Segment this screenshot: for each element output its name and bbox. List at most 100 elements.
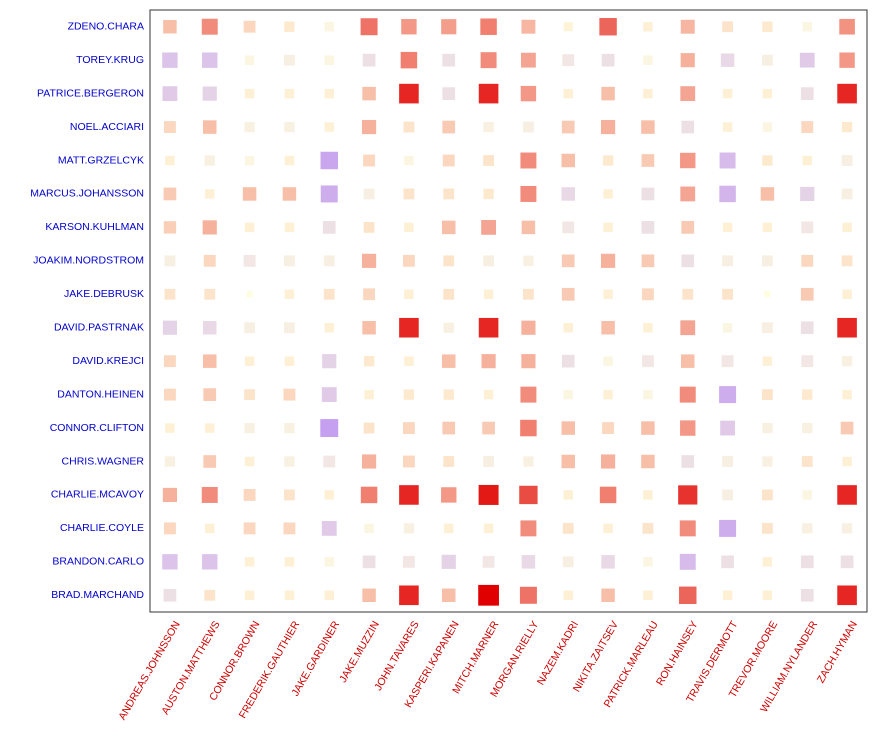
heatmap-tile xyxy=(643,55,653,65)
heatmap-tile xyxy=(563,389,573,400)
heatmap-tile xyxy=(841,356,853,367)
heatmap-tile xyxy=(202,554,218,570)
heatmap-tile xyxy=(603,289,613,300)
heatmap-tile xyxy=(802,389,813,400)
y-tick-label: CHARLIE.MCAVOY xyxy=(51,489,144,501)
heatmap-tile xyxy=(719,519,737,537)
heatmap-tile xyxy=(561,120,575,134)
heatmap-tile xyxy=(282,187,297,201)
heatmap-tile xyxy=(603,356,613,366)
heatmap-tile xyxy=(244,456,255,467)
heatmap-tile xyxy=(322,354,337,369)
heatmap-tile xyxy=(682,288,694,300)
heatmap-tile xyxy=(164,255,176,267)
heatmap-tile xyxy=(442,87,456,100)
heatmap-tile xyxy=(800,186,815,202)
y-axis-labels: ZDENO.CHARA TOREY.KRUG PATRICE.BERGERON NOE… xyxy=(30,21,144,602)
heatmap-tile xyxy=(324,88,334,99)
heatmap-tile xyxy=(601,588,615,603)
heatmap-tile xyxy=(801,456,813,467)
heatmap-tile xyxy=(320,185,338,203)
heatmap-tile xyxy=(202,86,217,101)
heatmap-tile xyxy=(403,188,415,200)
heatmap-tile xyxy=(802,21,812,32)
heatmap-tile xyxy=(320,419,339,438)
heatmap-tile xyxy=(561,354,575,368)
heatmap-tile xyxy=(520,85,537,102)
heatmap-tile xyxy=(762,21,773,32)
heatmap-tile xyxy=(441,487,457,503)
heatmap-tile xyxy=(284,88,295,99)
heatmap-tile xyxy=(599,17,617,36)
heatmap-tile xyxy=(601,86,615,101)
y-tick-label: KARSON.KUHLMAN xyxy=(45,221,144,233)
heatmap-tile xyxy=(203,320,217,335)
heatmap-tile xyxy=(246,291,253,298)
heatmap-tile xyxy=(443,288,455,300)
heatmap-tile xyxy=(603,189,613,199)
heatmap-tile xyxy=(400,51,418,69)
heatmap-tile xyxy=(401,19,417,35)
heatmap-tile xyxy=(762,489,773,501)
heatmap-tile xyxy=(362,555,376,569)
heatmap-tile xyxy=(563,322,573,333)
heatmap-tile xyxy=(603,523,613,534)
heatmap-tile xyxy=(363,188,375,200)
heatmap-tile xyxy=(284,222,295,233)
heatmap-tile xyxy=(603,222,613,233)
heatmap-tile xyxy=(602,422,614,434)
x-tick-label: NAZEM.KADRI xyxy=(535,619,581,687)
heatmap-tile xyxy=(601,253,616,268)
heatmap-tile xyxy=(643,590,653,601)
heatmap-tile xyxy=(562,556,574,568)
heatmap-tile xyxy=(443,389,454,400)
heatmap-tile xyxy=(323,455,336,468)
heatmap-tile xyxy=(839,18,855,35)
heatmap-tile xyxy=(521,52,536,68)
heatmap-tile xyxy=(837,317,857,338)
heatmap-tile xyxy=(762,456,773,467)
heatmap-tile xyxy=(561,187,575,201)
heatmap-tile xyxy=(837,83,857,104)
heatmap-tile xyxy=(201,486,218,503)
heatmap-tile xyxy=(680,186,696,202)
heatmap-tile xyxy=(678,485,698,505)
heatmap-tile xyxy=(483,456,494,467)
heatmap-tile xyxy=(442,154,455,167)
heatmap-tile xyxy=(363,288,375,301)
heatmap-tile xyxy=(283,388,296,401)
heatmap-tile xyxy=(205,423,215,433)
heatmap-tile xyxy=(404,289,414,300)
heatmap-tile xyxy=(399,585,419,606)
plot-frame xyxy=(149,9,868,613)
heatmap-tile xyxy=(523,288,534,300)
heatmap-tile xyxy=(442,588,456,603)
heatmap-tile xyxy=(443,188,455,200)
heatmap-tile xyxy=(520,152,537,169)
heatmap-tile xyxy=(719,185,736,203)
heatmap-tile xyxy=(165,155,175,166)
heatmap-tile xyxy=(480,18,497,35)
heatmap-tile xyxy=(601,555,615,569)
heatmap-tile xyxy=(521,220,536,235)
heatmap-tile xyxy=(203,455,217,468)
heatmap-tile xyxy=(762,222,773,233)
heatmap-tile xyxy=(643,21,653,32)
heatmap-tile xyxy=(722,255,733,267)
heatmap-tile xyxy=(523,456,534,467)
heatmap-tile xyxy=(601,53,615,67)
y-tick-label: NOEL.ACCIARI xyxy=(70,121,144,133)
heatmap-tile xyxy=(561,287,575,301)
heatmap-tile xyxy=(762,322,773,334)
heatmap-tile xyxy=(800,87,814,100)
heatmap-tile xyxy=(404,356,414,366)
heatmap-tile xyxy=(643,88,653,99)
heatmap-tile xyxy=(841,188,853,200)
heatmap-tile xyxy=(284,456,295,467)
heatmap-tile xyxy=(403,121,415,133)
heatmap-tile xyxy=(642,522,654,534)
heatmap-tile xyxy=(203,120,217,134)
heatmap-tile xyxy=(403,422,415,434)
y-tick-label: CONNOR.CLIFTON xyxy=(50,422,144,434)
